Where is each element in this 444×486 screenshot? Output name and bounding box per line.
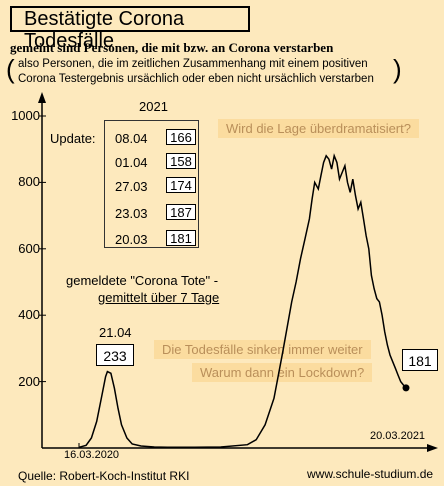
y-tick-label: 1000 [11, 108, 40, 123]
update-date: 27.03 [115, 179, 148, 194]
peak1-value-box: 233 [96, 344, 134, 366]
open-parenthesis: ( [6, 54, 15, 84]
update-date: 20.03 [115, 232, 148, 247]
close-parenthesis: ) [393, 54, 402, 84]
y-tick-label: 800 [18, 174, 40, 190]
y-tick-label: 200 [18, 373, 40, 389]
update-label: Update: [50, 131, 96, 146]
update-value: 174 [166, 177, 196, 193]
update-value: 181 [166, 230, 196, 246]
note-line-1: also Personen, die im zeitlichen Zusamme… [18, 58, 368, 70]
website-label: www.schule-studium.de [307, 467, 434, 481]
source-label: Quelle: Robert-Koch-Institut RKI [18, 469, 190, 483]
last-value-box: 181 [402, 349, 438, 371]
update-value: 166 [166, 129, 196, 145]
update-table-frame [104, 120, 199, 248]
series-line [78, 153, 407, 449]
x-end-label: 20.03.2021 [370, 430, 426, 442]
update-value: 158 [166, 153, 196, 169]
update-value: 187 [166, 204, 196, 220]
chart-title: Bestätigte Corona Todesfälle [10, 6, 250, 52]
last-data-point [402, 384, 410, 392]
annotation-reported-1: gemeldete "Corona Tote" - [66, 273, 219, 288]
peak1-date-label: 21.04 [99, 325, 132, 340]
y-tick-label: 400 [18, 307, 40, 323]
annotation-falling-2: Warum dann ein Lockdown? [192, 363, 373, 382]
annotation-falling-1: Die Todesfälle sinken immer weiter [154, 340, 371, 359]
update-date: 01.04 [115, 155, 148, 170]
x-start-label: 16.03.2020 [64, 449, 120, 461]
x-axis-arrow [427, 444, 438, 452]
y-axis-arrow [38, 92, 46, 103]
update-year: 2021 [139, 99, 168, 114]
annotation-reported-2: gemittelt über 7 Tage [98, 290, 220, 305]
annotation-question: Wird die Lage überdramatisiert? [218, 119, 419, 138]
update-date: 08.04 [115, 131, 148, 146]
note-line-2: Corona Testergebnis ursächlich oder eben… [18, 73, 374, 85]
y-tick-label: 600 [18, 240, 40, 256]
update-date: 23.03 [115, 206, 148, 221]
chart-subtitle: gemeint sind Personen, die mit bzw. an C… [10, 40, 334, 55]
